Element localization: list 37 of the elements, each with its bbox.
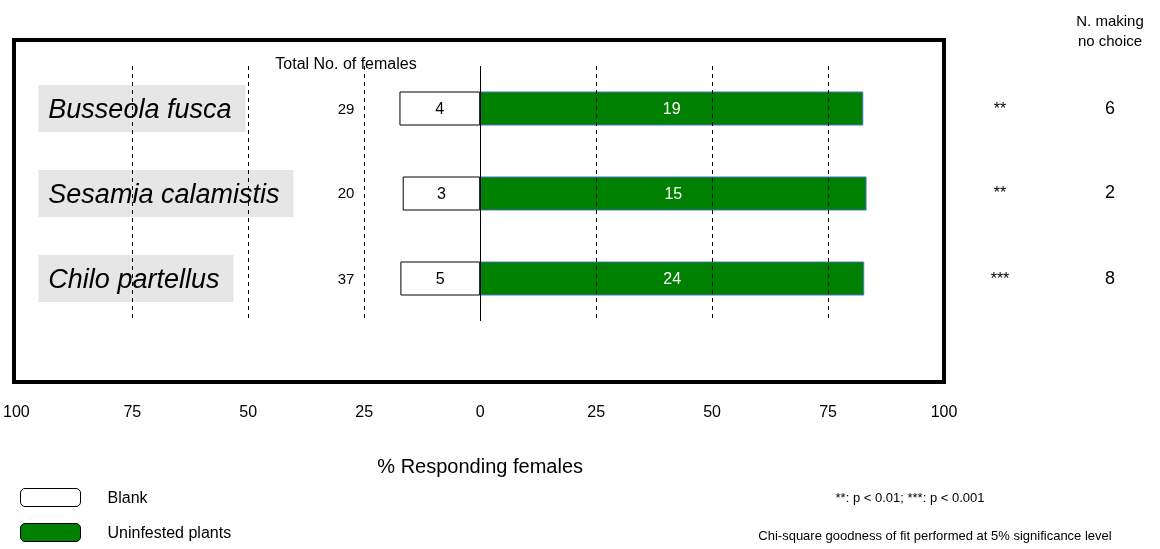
annotation: 29 <box>337 99 355 117</box>
text: 8 <box>1104 268 1116 288</box>
annotation: 5 <box>435 270 445 287</box>
x-tick-label: 25 <box>587 402 606 420</box>
y-tick-label: Sesamia calamistis <box>48 178 280 209</box>
x-tick-label: 25 <box>355 402 374 420</box>
text: Chi-square goodness of fit performed at 5% significance level <box>758 527 1112 543</box>
text: 2 <box>1104 182 1116 202</box>
x-tick-label: 75 <box>819 402 838 420</box>
text: *** <box>990 269 1010 287</box>
bar <box>480 176 867 211</box>
text: 6 <box>1104 98 1116 118</box>
y-tick-label: Chilo partellus <box>48 263 220 294</box>
x-tick-label: 100 <box>3 402 30 420</box>
bar <box>480 91 864 126</box>
y-tick-label: Busseola fusca <box>48 93 232 124</box>
text: ** <box>993 183 1007 201</box>
annotation: 4 <box>435 100 445 117</box>
annotation: Total No. of females <box>275 54 417 72</box>
annotation: 20 <box>337 183 355 201</box>
x-tick-label: 50 <box>239 402 258 420</box>
bar <box>480 261 865 296</box>
legend-label: Uninfested plants <box>107 524 232 541</box>
annotation: 37 <box>337 269 355 287</box>
annotation: 24 <box>663 270 682 287</box>
legend-label: Blank <box>107 489 149 506</box>
annotation: 3 <box>436 185 446 202</box>
x-tick-label: 0 <box>475 402 485 420</box>
x-tick-label: 75 <box>123 402 142 420</box>
x-tick-label: 50 <box>703 402 722 420</box>
x-tick-label: 100 <box>930 402 958 420</box>
text: N. making no choice <box>1076 11 1144 49</box>
annotation: 15 <box>664 185 683 202</box>
annotation: 19 <box>662 100 681 117</box>
text: **: p < 0.01; ***: p < 0.001 <box>835 489 985 505</box>
text: ** <box>993 99 1007 117</box>
x-axis-title: % Responding females <box>377 455 584 477</box>
